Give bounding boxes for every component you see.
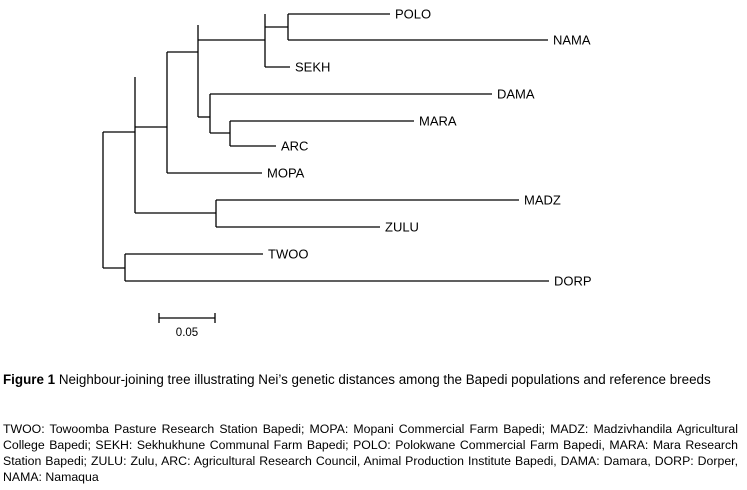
neighbour-joining-tree: POLO NAMA SEKH DAMA MARA ARC MOPA MADZ Z… <box>102 7 592 339</box>
leaf-label-zulu: ZULU <box>385 220 419 235</box>
figure-label: Figure 1 <box>3 372 56 387</box>
figure-caption-text: Neighbour-joining tree illustrating Nei’… <box>55 372 711 387</box>
scale-bar-label: 0.05 <box>176 327 198 339</box>
leaf-label-twoo: TWOO <box>268 247 308 262</box>
figure-caption: Figure 1 Neighbour-joining tree illustra… <box>3 371 738 388</box>
leaf-label-dama: DAMA <box>497 87 535 102</box>
leaf-label-mara: MARA <box>419 114 457 129</box>
leaf-label-sekh: SEKH <box>295 60 330 75</box>
leaf-label-madz: MADZ <box>524 193 561 208</box>
leaf-label-polo: POLO <box>395 7 431 22</box>
leaf-label-arc: ARC <box>281 139 308 154</box>
leaf-label-mopa: MOPA <box>267 166 305 181</box>
leaf-label-nama: NAMA <box>553 33 591 48</box>
scale-bar: 0.05 <box>158 313 216 339</box>
leaf-label-dorp: DORP <box>554 274 592 289</box>
abbreviation-legend: TWOO: Towoomba Pasture Research Station … <box>3 422 738 484</box>
